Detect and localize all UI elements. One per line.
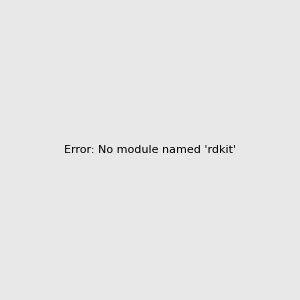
Text: Error: No module named 'rdkit': Error: No module named 'rdkit' bbox=[64, 145, 236, 155]
